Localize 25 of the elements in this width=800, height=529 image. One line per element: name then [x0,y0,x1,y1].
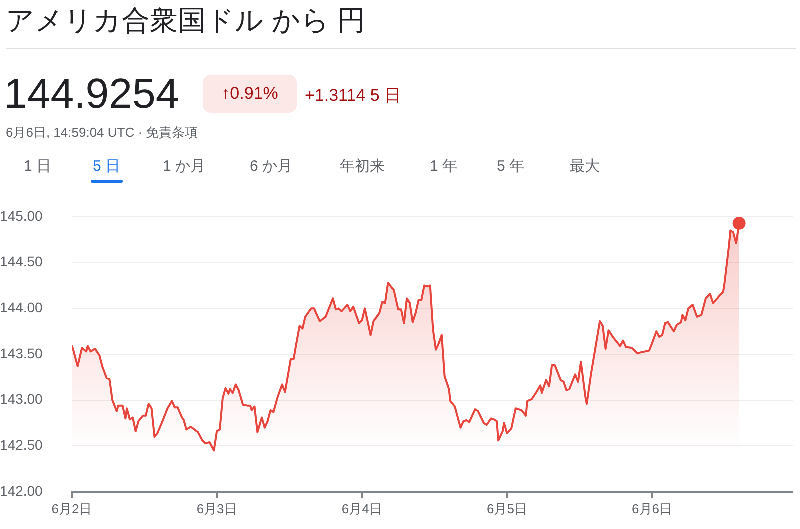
y-tick-label: 142.50 [0,437,44,454]
y-tick-label: 143.50 [0,345,44,362]
text: 1 年 [430,157,458,176]
text: 最大 [570,157,600,176]
text: 1 日 [24,157,52,176]
x-tick-label: 6月4日 [342,501,382,516]
text: 144.9254 [4,70,180,118]
text: 5 年 [497,157,525,176]
text: 6月6日, 14:59:04 UTC · 免責条項 [6,124,198,142]
y-tick-label: 142.00 [0,482,44,499]
text: 5 日 [93,157,121,176]
text: +1.3114 5 日 [305,85,402,107]
y-tick-label: 144.50 [0,254,44,270]
x-tick-label: 6月3日 [196,501,238,516]
y-tick-label: 144.00 [0,300,44,316]
x-tick-label: 6月5日 [486,501,528,516]
text: ↑0.91% [203,75,297,113]
x-tick-label: 6月6日 [632,501,672,516]
y-tick-label: 143.00 [0,391,44,408]
text: 1 か月 [163,157,206,176]
text: 年初来 [340,157,385,176]
x-tick-label: 6月2日 [52,501,92,516]
chart-title: アメリカ合衆国ドル から 円 [6,4,366,38]
text: 6 か月 [250,157,293,176]
y-tick-label: 145.00 [0,208,44,224]
